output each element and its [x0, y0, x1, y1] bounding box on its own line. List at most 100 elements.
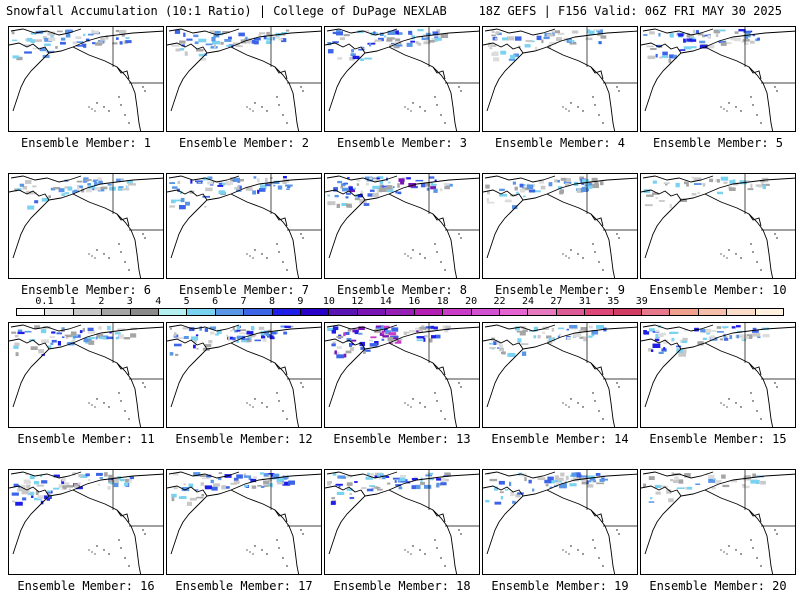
snowfall-cell — [557, 477, 564, 482]
snowfall-cell — [121, 188, 130, 191]
snowfall-cell — [381, 185, 390, 188]
island — [276, 243, 278, 245]
coastline — [48, 177, 163, 201]
snowfall-cell — [643, 34, 648, 36]
island — [246, 549, 248, 551]
island — [252, 406, 254, 408]
island — [410, 553, 412, 555]
coastline — [168, 324, 240, 332]
snowfall-cell — [560, 177, 567, 181]
snowfall-cell — [370, 32, 378, 36]
island — [436, 547, 438, 549]
snowfall-cell — [351, 49, 354, 53]
snowfall-cell — [47, 31, 56, 36]
island — [261, 106, 263, 108]
snowfall-cell — [378, 187, 387, 192]
snowfall-cell — [194, 489, 199, 491]
snowfall-cell — [262, 477, 265, 480]
legend-tick: 39 — [635, 296, 648, 307]
snowfall-cell — [196, 496, 204, 499]
snowfall-cell — [440, 482, 447, 486]
snowfall-cell — [51, 339, 57, 343]
snowfall-cell — [76, 486, 83, 490]
island — [300, 382, 302, 384]
snowfall-cell — [186, 501, 192, 506]
legend-tick: 10 — [322, 296, 335, 307]
snowfall-cell — [399, 474, 406, 478]
snowfall-cell — [65, 29, 72, 32]
coastline — [167, 485, 208, 555]
snowfall-cell — [87, 183, 92, 186]
island — [266, 257, 268, 259]
island — [286, 565, 288, 567]
island — [249, 255, 251, 257]
snowfall-cell — [417, 29, 424, 32]
island — [128, 565, 130, 567]
snowfall-cell — [679, 49, 686, 51]
snowfall-cell — [257, 485, 262, 487]
snowfall-cell — [251, 40, 256, 44]
island — [94, 553, 96, 555]
coastline — [388, 489, 458, 574]
snowfall-cell — [175, 48, 181, 52]
snowfall-map — [167, 174, 321, 278]
island — [246, 402, 248, 404]
snowfall-cell — [347, 177, 350, 179]
snowfall-cell — [107, 486, 111, 490]
snowfall-cell — [565, 182, 570, 187]
snowfall-cell — [515, 493, 521, 498]
island — [740, 406, 742, 408]
coastline — [484, 28, 556, 36]
snowfall-cell — [671, 472, 675, 476]
snowfall-shading — [11, 325, 137, 357]
snowfall-cell — [487, 201, 495, 204]
snowfall-cell — [77, 482, 81, 485]
snowfall-cell — [719, 338, 724, 341]
snowfall-cell — [346, 203, 352, 208]
snowfall-cell — [381, 331, 385, 335]
snowfall-map — [167, 27, 321, 131]
legend-swatch — [329, 309, 358, 315]
snowfall-cell — [725, 42, 732, 45]
snowfall-cell — [369, 189, 375, 192]
snowfall-cell — [183, 336, 189, 339]
island — [440, 410, 442, 412]
snowfall-map — [641, 27, 795, 131]
ensemble-member-label: Ensemble Member: 20 — [649, 579, 787, 593]
snowfall-cell — [335, 483, 343, 486]
snowfall-cell — [273, 184, 276, 187]
snowfall-cell — [239, 329, 246, 332]
snowfall-cell — [64, 334, 72, 337]
coastline — [704, 342, 774, 427]
snowfall-cell — [272, 37, 275, 41]
snowfall-cell — [286, 29, 290, 32]
island — [124, 261, 126, 263]
snowfall-cell — [682, 337, 688, 342]
snowfall-cell — [327, 327, 335, 332]
legend-tick: 3 — [126, 296, 133, 307]
island — [577, 253, 579, 255]
coastline — [274, 362, 288, 376]
snowfall-cell — [386, 185, 392, 190]
snowfall-cell — [343, 34, 350, 37]
snowfall-cell — [218, 477, 222, 481]
snowfall-cell — [81, 188, 85, 193]
snowfall-cell — [730, 37, 737, 41]
snowfall-map — [167, 323, 321, 427]
island — [261, 549, 263, 551]
island — [750, 392, 752, 394]
snowfall-cell — [189, 497, 197, 501]
snowfall-cell — [499, 194, 508, 197]
snowfall-cell — [436, 482, 439, 488]
snowfall-cell — [554, 479, 562, 483]
legend-swatch — [585, 309, 614, 315]
snowfall-cell — [690, 46, 697, 49]
snowfall-cell — [360, 346, 365, 350]
snowfall-cell — [106, 336, 114, 340]
island — [458, 86, 460, 88]
island — [720, 106, 722, 108]
island — [142, 382, 144, 384]
snowfall-cell — [576, 474, 582, 478]
snowfall-cell — [510, 54, 516, 60]
snowfall-map — [641, 470, 795, 574]
